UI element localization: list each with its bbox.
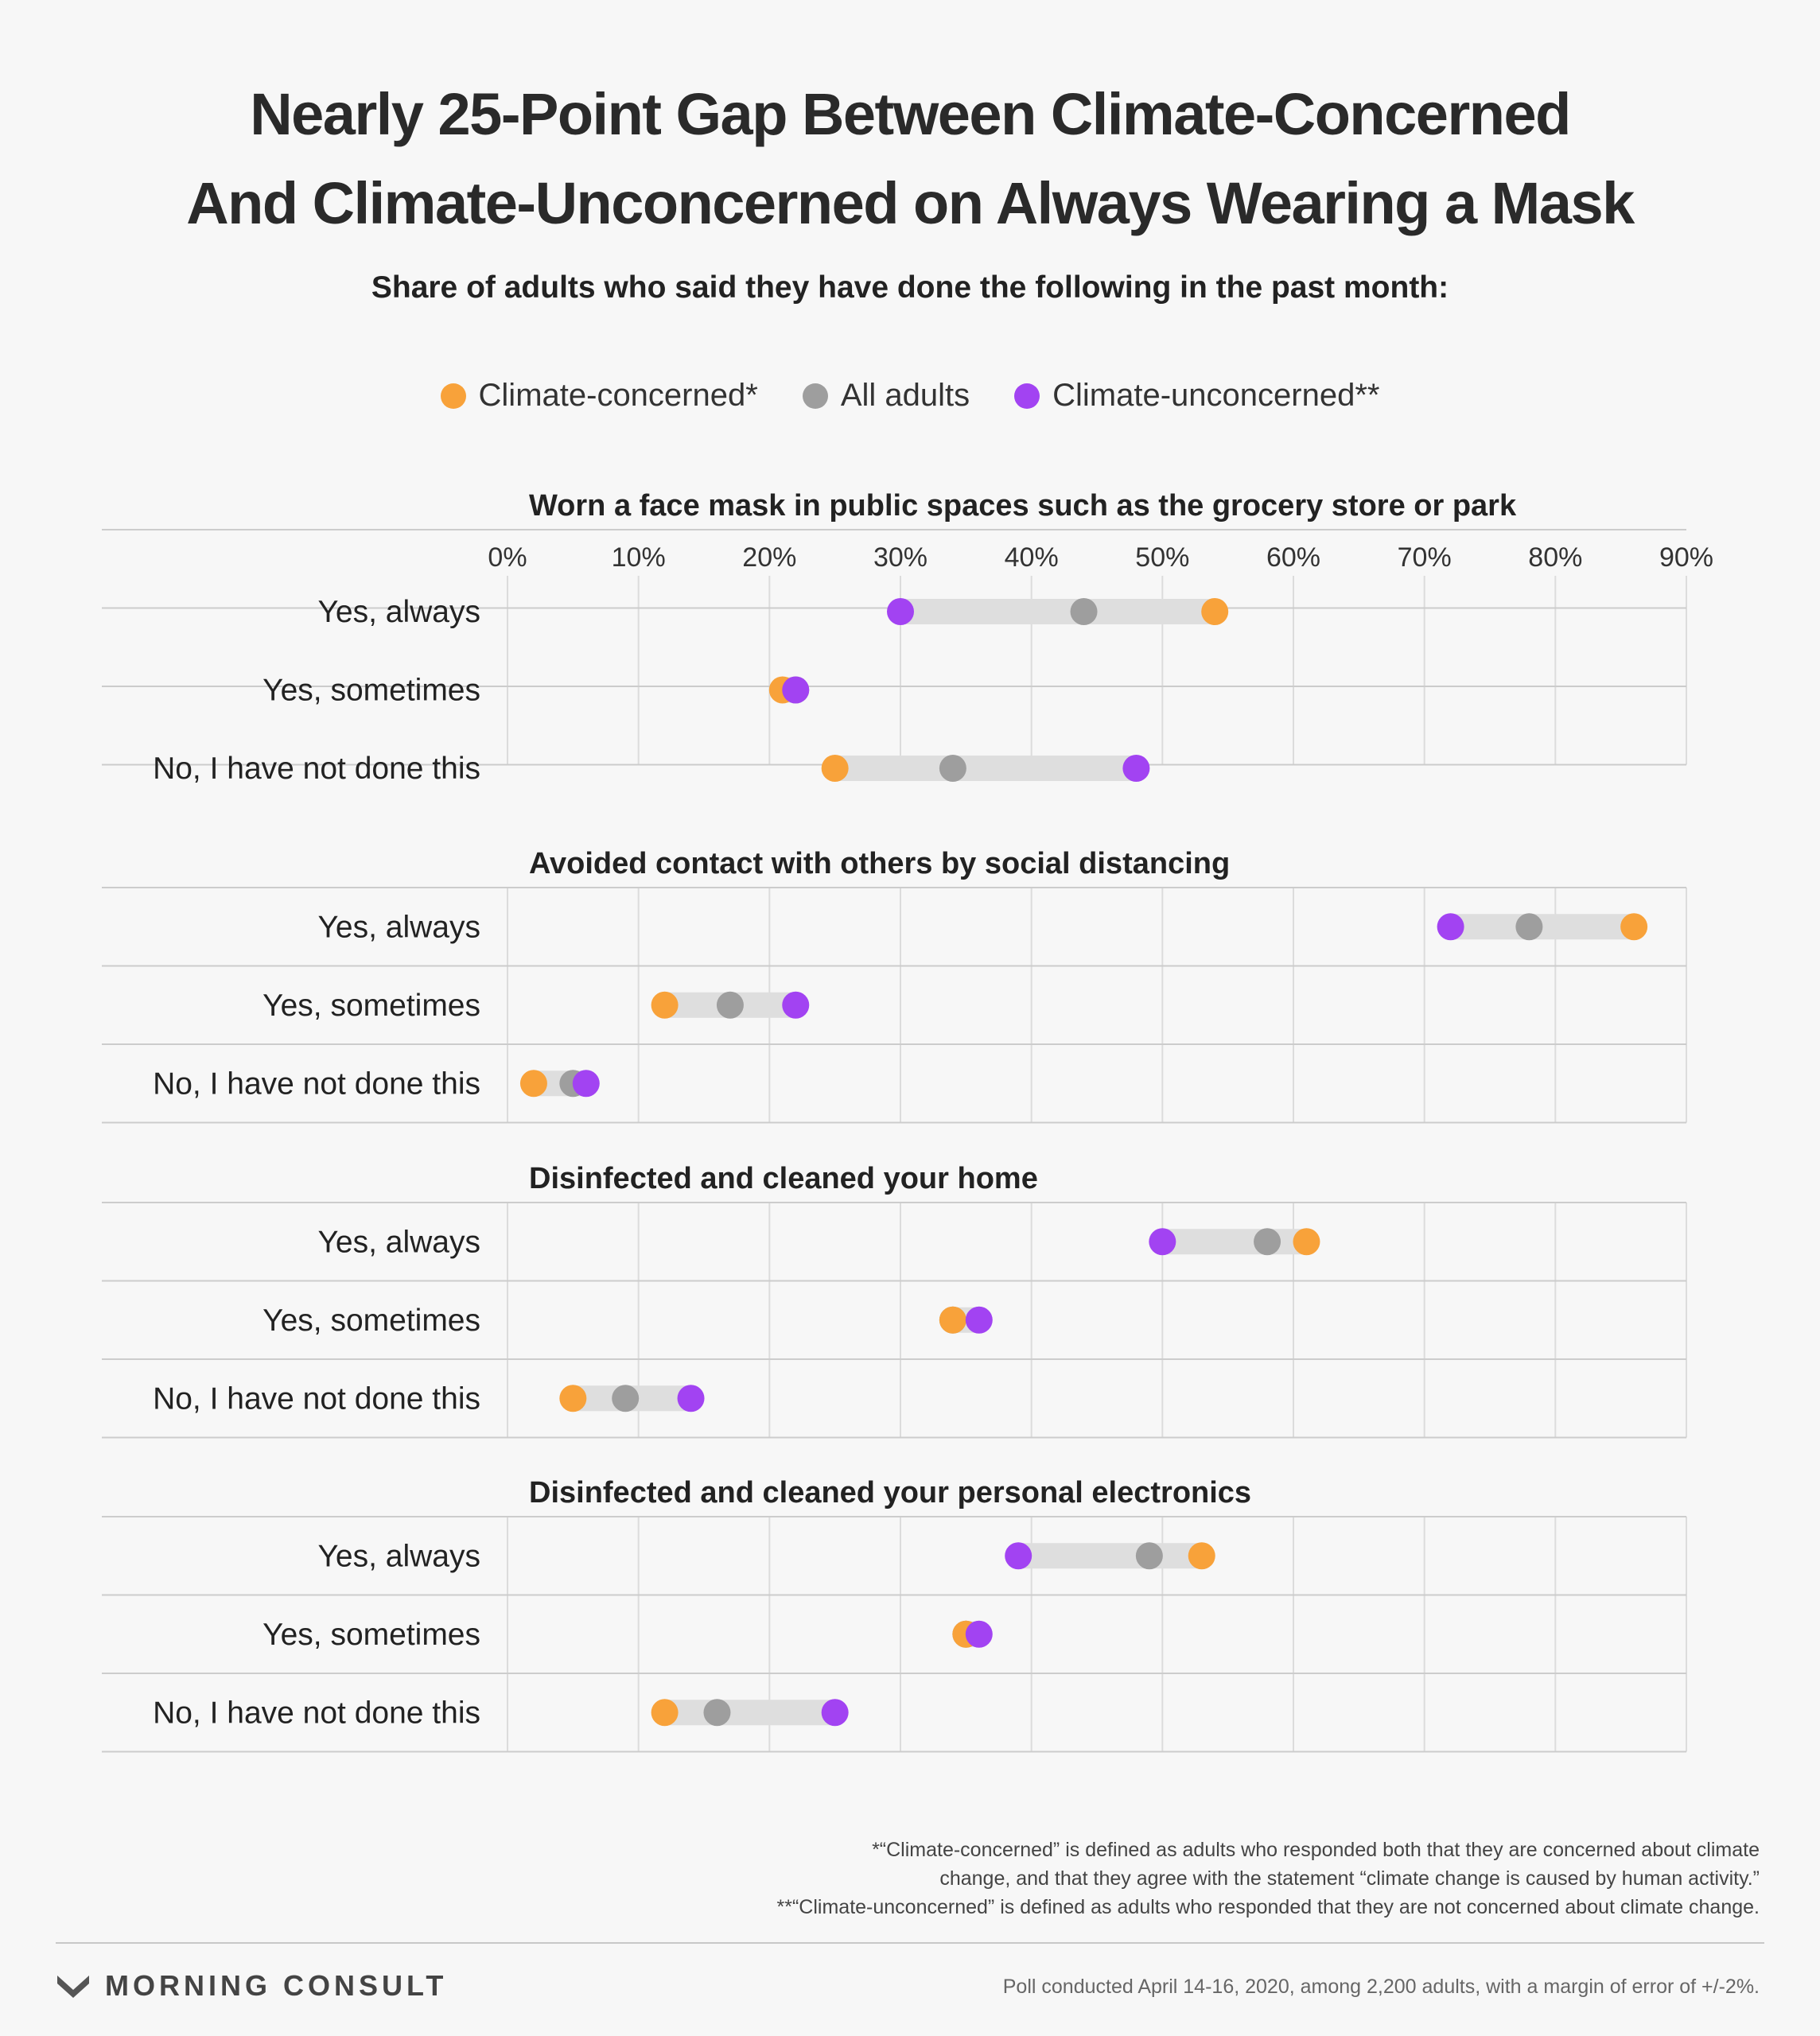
legend-label-unconcerned: Climate-unconcerned** — [1052, 378, 1380, 413]
dot-all-adults — [716, 991, 744, 1019]
poll-note: Poll conducted April 14-16, 2020, among … — [1002, 1976, 1760, 1998]
dot-climate-concerned — [651, 1699, 679, 1727]
row-label: Yes, sometimes — [262, 989, 480, 1023]
dot-climate-concerned — [939, 1306, 966, 1334]
dot-climate-concerned — [1620, 913, 1648, 941]
chart-title: Nearly 25-Point Gap Between Climate-Conc… — [0, 70, 1820, 248]
dot-climate-concerned — [651, 991, 679, 1019]
row-label: Yes, always — [317, 1539, 480, 1573]
dot-climate-concerned — [1201, 598, 1229, 625]
dot-climate-concerned — [821, 755, 849, 782]
brand-logo: MORNING CONSULT — [56, 1969, 447, 2003]
footnote-line-3: **“Climate-unconcerned” is defined as ad… — [776, 1896, 1760, 1918]
dot-all-adults — [1135, 1542, 1163, 1570]
x-tick-label: 30% — [873, 542, 928, 573]
row-label: Yes, sometimes — [262, 1304, 480, 1338]
dot-climate-unconcerned — [1122, 755, 1150, 782]
panel-heading: Avoided contact with others by social di… — [529, 847, 1230, 880]
footnote-line-1: *“Climate-concerned” is defined as adult… — [872, 1839, 1760, 1861]
dot-climate-unconcerned — [782, 991, 810, 1019]
x-tick-label: 40% — [1005, 542, 1059, 573]
dot-climate-unconcerned — [887, 598, 914, 625]
legend-label-concerned: Climate-concerned* — [478, 378, 758, 413]
dot-all-adults — [1070, 598, 1098, 625]
title-line-2: And Climate-Unconcerned on Always Wearin… — [186, 170, 1635, 236]
legend-swatch-unconcerned — [1014, 383, 1040, 409]
dot-climate-unconcerned — [782, 676, 810, 704]
row-label: Yes, sometimes — [262, 1618, 480, 1652]
dot-climate-unconcerned — [821, 1699, 849, 1727]
dot-all-adults — [703, 1699, 731, 1727]
x-tick-label: 80% — [1528, 542, 1582, 573]
brand-name: MORNING CONSULT — [105, 1969, 448, 2002]
dot-climate-unconcerned — [677, 1385, 705, 1412]
x-tick-label: 60% — [1266, 542, 1320, 573]
legend-item-unconcerned: Climate-unconcerned** — [1014, 378, 1379, 414]
legend-item-all-adults: All adults — [802, 378, 970, 414]
row-label: No, I have not done this — [153, 1381, 480, 1416]
dot-climate-unconcerned — [1005, 1542, 1032, 1570]
dot-climate-unconcerned — [965, 1306, 993, 1334]
panel-heading: Disinfected and cleaned your home — [529, 1162, 1038, 1195]
row-label: No, I have not done this — [153, 1696, 480, 1730]
legend-swatch-concerned — [440, 383, 466, 409]
dot-all-adults — [939, 755, 966, 782]
dot-all-adults — [1254, 1228, 1281, 1256]
footnotes: *“Climate-concerned” is defined as adult… — [566, 1836, 1760, 1921]
x-tick-label: 10% — [612, 542, 666, 573]
chart-subtitle: Share of adults who said they have done … — [371, 270, 1449, 305]
row-label: Yes, sometimes — [262, 674, 480, 708]
dot-all-adults — [1515, 913, 1543, 941]
footer-divider — [56, 1942, 1764, 1944]
morning-consult-logo-icon — [57, 1976, 89, 1998]
title-line-1: Nearly 25-Point Gap Between Climate-Conc… — [250, 81, 1571, 147]
x-tick-label: 90% — [1659, 542, 1713, 573]
dot-climate-concerned — [559, 1385, 587, 1412]
panel-heading: Disinfected and cleaned your personal el… — [529, 1476, 1251, 1510]
x-tick-label: 70% — [1398, 542, 1452, 573]
dot-climate-concerned — [1293, 1228, 1320, 1256]
row-label: Yes, always — [317, 1225, 480, 1259]
dot-climate-concerned — [1188, 1542, 1215, 1570]
legend: Climate-concerned* All adults Climate-un… — [0, 378, 1820, 414]
x-tick-label: 50% — [1135, 542, 1189, 573]
legend-item-concerned: Climate-concerned* — [440, 378, 758, 414]
legend-label-all-adults: All adults — [840, 378, 970, 413]
row-label: No, I have not done this — [153, 1067, 480, 1101]
x-tick-label: 0% — [488, 542, 527, 573]
panel-heading: Worn a face mask in public spaces such a… — [529, 489, 1517, 523]
dot-range-chart: 0% 10% 20% 30% 40% 50% 60% 70% 80% 90% Worn a face… — [102, 489, 1713, 1753]
legend-swatch-all-adults — [802, 383, 828, 409]
row-label: Yes, always — [317, 595, 480, 629]
row-label: No, I have not done this — [153, 752, 480, 786]
dot-all-adults — [612, 1385, 640, 1412]
dot-climate-unconcerned — [572, 1070, 600, 1098]
footnote-line-2: change, and that they agree with the sta… — [939, 1867, 1760, 1890]
x-tick-label: 20% — [742, 542, 796, 573]
dot-climate-concerned — [519, 1070, 547, 1098]
dot-climate-unconcerned — [1437, 913, 1464, 941]
row-label: Yes, always — [317, 910, 480, 944]
dot-climate-unconcerned — [1149, 1228, 1176, 1256]
dot-climate-unconcerned — [965, 1620, 993, 1648]
